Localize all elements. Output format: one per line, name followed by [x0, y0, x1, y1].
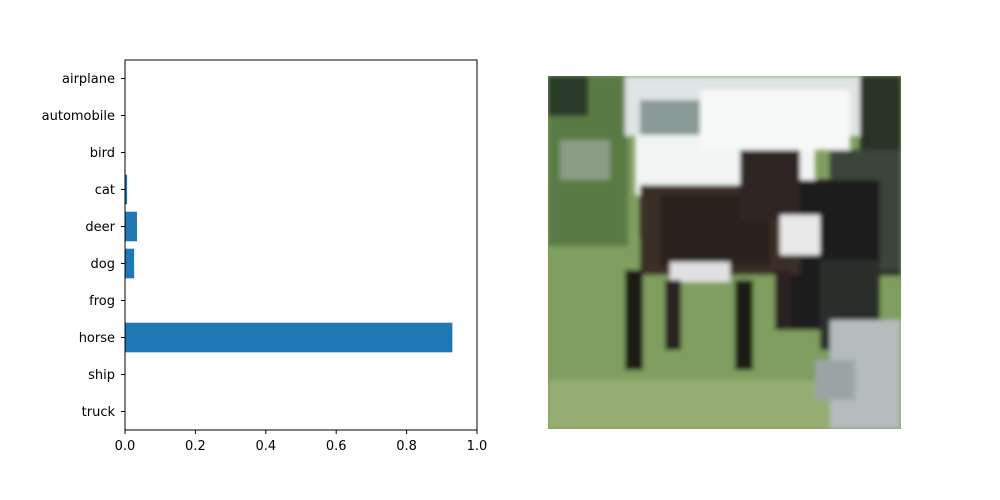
- x-tick-label: 0.4: [255, 439, 276, 454]
- bar-horse: [125, 322, 453, 353]
- probability-bar-chart: airplane automobile bird cat deer dog frog hors…: [42, 59, 488, 454]
- horse-image: [548, 76, 901, 429]
- y-axis-ticks: airplane automobile bird cat deer dog frog hors…: [42, 72, 125, 420]
- y-tick-label-deer: deer: [85, 220, 115, 235]
- axes-frame: [124, 59, 478, 431]
- bar-cat: [125, 174, 128, 205]
- y-tick-label-automobile: automobile: [42, 109, 115, 124]
- bar-deer: [125, 211, 137, 242]
- y-tick-label-dog: dog: [91, 257, 115, 272]
- bars: [125, 63, 453, 427]
- x-tick-label: 0.2: [185, 439, 206, 454]
- x-tick-label: 1.0: [467, 439, 488, 454]
- y-tick-label-frog: frog: [89, 294, 115, 309]
- y-tick-label-airplane: airplane: [62, 72, 115, 87]
- x-tick-label: 0.6: [326, 439, 347, 454]
- y-tick-label-horse: horse: [79, 331, 115, 346]
- x-tick-label: 0.8: [396, 439, 417, 454]
- y-tick-label-ship: ship: [88, 368, 115, 383]
- y-tick-label-truck: truck: [82, 405, 116, 420]
- y-tick-label-bird: bird: [90, 146, 115, 161]
- x-tick-label: 0.0: [115, 439, 136, 454]
- y-tick-label-cat: cat: [95, 183, 115, 198]
- x-axis-ticks: 0.0 0.2 0.4 0.6 0.8 1.0: [115, 430, 488, 454]
- bar-dog: [125, 248, 135, 279]
